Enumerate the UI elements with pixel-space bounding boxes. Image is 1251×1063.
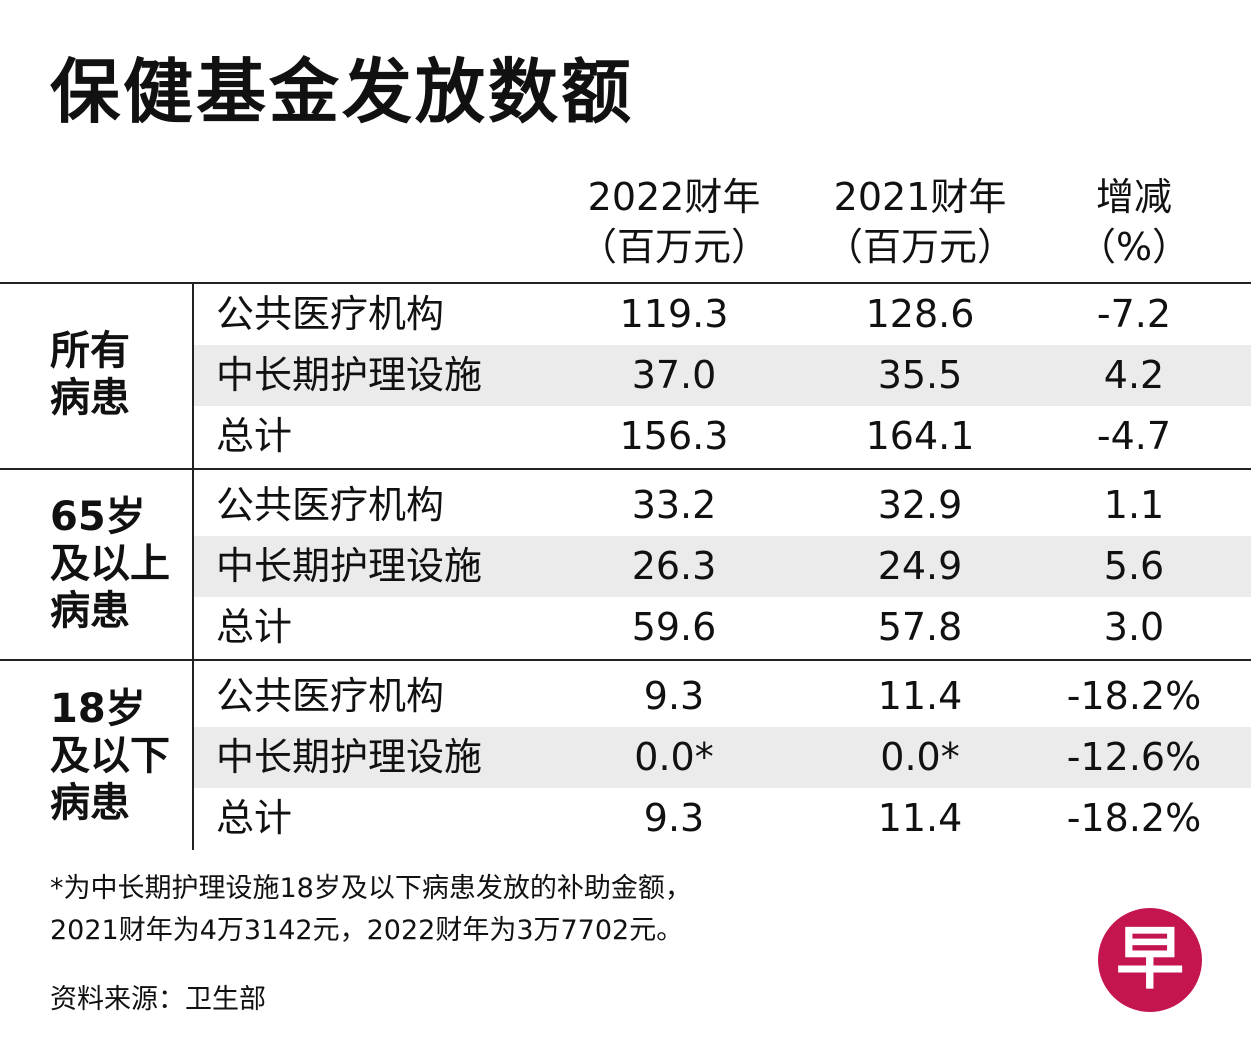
value-cell: 35.5 — [877, 353, 963, 397]
table-row: 总计 9.3 11.4 -18.2% — [194, 788, 1251, 849]
value-cell: 119.3 — [619, 292, 729, 336]
group-label-line: 病患 — [50, 780, 130, 826]
table-row: 公共医疗机构 33.2 32.9 1.1 — [194, 475, 1251, 536]
table-row: 总计 59.6 57.8 3.0 — [194, 597, 1251, 658]
group-label-line: 及以下 — [50, 733, 170, 779]
row-label: 中长期护理设施 — [216, 353, 483, 397]
table-row: 公共医疗机构 9.3 11.4 -18.2% — [194, 666, 1251, 727]
footnote-line: 2021财年为4万3142元，2022财年为3万7702元。 — [50, 915, 684, 946]
page-title: 保健基金发放数额 — [50, 51, 634, 133]
value-cell: 33.2 — [631, 483, 717, 527]
table-divider — [0, 659, 1251, 661]
table-divider — [0, 468, 1251, 470]
column-header-change: 增减 （%） — [1014, 172, 1251, 272]
value-cell: 0.0* — [634, 735, 714, 779]
value-cell: 4.2 — [1103, 353, 1165, 397]
value-cell: -18.2% — [1066, 796, 1202, 840]
column-header-2022: 2022财年 （百万元） — [554, 172, 794, 272]
value-cell: 156.3 — [619, 414, 729, 458]
value-cell: 57.8 — [877, 605, 963, 649]
value-cell: 59.6 — [631, 605, 717, 649]
row-label: 总计 — [216, 796, 293, 840]
row-label: 中长期护理设施 — [216, 735, 483, 779]
column-header-line: 2022财年 — [587, 175, 761, 219]
column-header-2021: 2021财年 （百万元） — [800, 172, 1040, 272]
column-header-line: 增减 — [1095, 175, 1172, 219]
publisher-logo: 早 — [1098, 908, 1202, 1012]
value-cell: -12.6% — [1066, 735, 1202, 779]
table-row: 公共医疗机构 119.3 128.6 -7.2 — [194, 284, 1251, 345]
group-label-line: 所有 — [50, 328, 130, 374]
value-cell: -7.2 — [1096, 292, 1172, 336]
row-label: 中长期护理设施 — [216, 544, 483, 588]
group-label-line: 病患 — [50, 375, 130, 421]
row-label: 总计 — [216, 414, 293, 458]
group-label-line: 病患 — [50, 588, 130, 634]
table-row: 中长期护理设施 0.0* 0.0* -12.6% — [194, 727, 1251, 788]
row-label: 公共医疗机构 — [216, 292, 445, 336]
value-cell: 164.1 — [865, 414, 975, 458]
value-cell: 0.0* — [880, 735, 960, 779]
value-cell: -4.7 — [1096, 414, 1172, 458]
group-label-line: 65岁 — [50, 494, 146, 540]
value-cell: 3.0 — [1103, 605, 1165, 649]
group-label-18-and-below: 18岁 及以下 病患 — [50, 686, 190, 827]
table-vertical-divider — [192, 284, 194, 850]
footnote: *为中长期护理设施18岁及以下病患发放的补助金额， 2021财年为4万3142元… — [50, 868, 692, 952]
group-label-line: 18岁 — [50, 686, 146, 732]
column-header-line: （百万元） — [578, 225, 769, 269]
value-cell: 128.6 — [865, 292, 975, 336]
value-cell: 32.9 — [877, 483, 963, 527]
group-label-65-and-above: 65岁 及以上 病患 — [50, 494, 190, 635]
table-row: 总计 156.3 164.1 -4.7 — [194, 406, 1251, 467]
value-cell: 9.3 — [643, 796, 705, 840]
value-cell: 26.3 — [631, 544, 717, 588]
row-label: 公共医疗机构 — [216, 674, 445, 718]
source-note: 资料来源：卫生部 — [50, 984, 266, 1015]
column-header-line: 2021财年 — [833, 175, 1007, 219]
table-row: 中长期护理设施 26.3 24.9 5.6 — [194, 536, 1251, 597]
group-label-all-patients: 所有 病患 — [50, 328, 190, 422]
column-header-line: （百万元） — [824, 225, 1015, 269]
value-cell: 5.6 — [1103, 544, 1165, 588]
column-header-line: （%） — [1077, 225, 1191, 269]
value-cell: 37.0 — [631, 353, 717, 397]
value-cell: 24.9 — [877, 544, 963, 588]
row-label: 总计 — [216, 605, 293, 649]
group-label-line: 及以上 — [50, 541, 170, 587]
value-cell: 11.4 — [877, 796, 963, 840]
table-divider — [0, 282, 1251, 284]
value-cell: 1.1 — [1103, 483, 1165, 527]
footnote-line: *为中长期护理设施18岁及以下病患发放的补助金额， — [50, 873, 692, 904]
value-cell: -18.2% — [1066, 674, 1202, 718]
row-label: 公共医疗机构 — [216, 483, 445, 527]
table-row: 中长期护理设施 37.0 35.5 4.2 — [194, 345, 1251, 406]
value-cell: 9.3 — [643, 674, 705, 718]
value-cell: 11.4 — [877, 674, 963, 718]
